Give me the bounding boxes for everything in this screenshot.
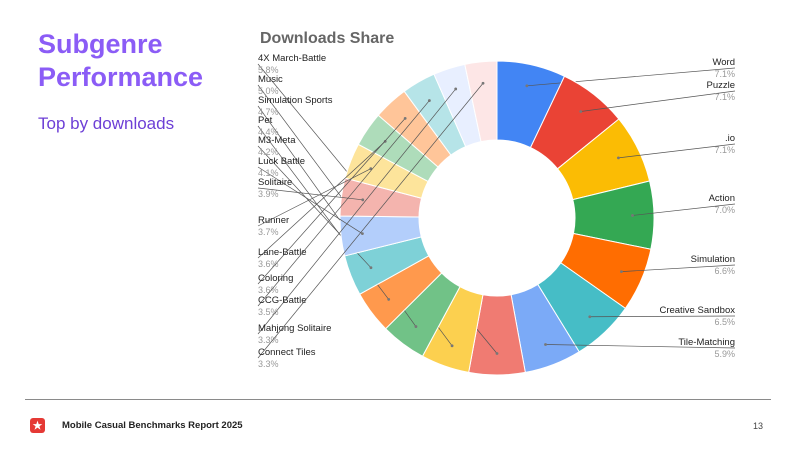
leader-dot (579, 110, 583, 113)
leader-dot (403, 116, 407, 120)
page-number: 13 (752, 421, 763, 431)
star-icon (30, 418, 45, 433)
slice-label: Tile-Matching (678, 337, 735, 348)
footer-report-name: Mobile Casual Benchmarks Report 2025 (62, 420, 243, 431)
footer-divider (25, 399, 771, 400)
leader-line (589, 315, 736, 318)
slice-value: 3.9% (258, 189, 279, 199)
slice-label: Action (709, 193, 735, 204)
slice-label: Music (258, 74, 283, 85)
slice-label: Connect Tiles (258, 347, 316, 358)
slice-value: 4.7% (258, 107, 279, 117)
leader-dot (387, 298, 391, 301)
leader-dot (544, 343, 547, 346)
slice-label: Pet (258, 115, 273, 126)
slice-label: Runner (258, 215, 289, 226)
slice-label: .io (725, 133, 735, 144)
slice-value: 3.6% (258, 285, 279, 295)
leader-dot (414, 325, 418, 328)
slice-value: 7.1% (714, 92, 735, 102)
slice-value: 4.2% (258, 147, 279, 157)
chart-title: Downloads Share (260, 30, 395, 47)
slice-value: 3.5% (258, 307, 279, 317)
slice-value: 3.6% (258, 259, 279, 269)
leader-line (545, 344, 736, 349)
slice-value: 3.3% (258, 359, 279, 369)
slice-value: 4.1% (258, 168, 279, 178)
leader-line (257, 187, 363, 201)
slide-subtitle: Top by downloads (38, 114, 175, 133)
leader-dot (427, 99, 431, 102)
leader-dot (450, 344, 454, 348)
slice-label: Luck Battle (258, 156, 305, 167)
leader-line (257, 82, 484, 359)
slice-value: 4.4% (258, 127, 279, 137)
leader-dot (495, 352, 499, 355)
leader-line (257, 118, 406, 285)
leader-dot (361, 232, 364, 236)
slide-title: Subgenre Performance (38, 29, 204, 92)
leader-dot (369, 167, 373, 171)
slice-label: Lane-Battle (258, 247, 307, 258)
leader-line (580, 90, 736, 112)
slice-value: 3.3% (258, 335, 279, 345)
slice-label: Simulation Sports (258, 95, 333, 106)
slice-value: 5.9% (714, 349, 735, 359)
slice-label: Mahjong Solitaire (258, 323, 331, 334)
leader-dot (369, 266, 373, 270)
slice-label: M3-Meta (258, 135, 296, 146)
slice-label: Simulation (691, 254, 735, 265)
leader-line (621, 264, 736, 272)
donut-chart: Word7.1%Puzzle7.1%.io7.1%Action7.0%Simul… (257, 53, 736, 376)
leader-line (257, 88, 456, 335)
slice-value: 5.8% (258, 65, 279, 75)
slice-value: 5.0% (258, 86, 279, 96)
leader-line (257, 166, 363, 234)
slice-label: Creative Sandbox (659, 305, 735, 316)
leader-dot (620, 270, 623, 274)
leader-line (257, 141, 386, 259)
slice-value: 6.6% (714, 266, 735, 276)
leader-dot (631, 214, 634, 217)
leader-dot (588, 315, 592, 319)
donut-slice (464, 60, 498, 143)
leader-dot (481, 81, 485, 85)
slice-label: 4X March-Battle (258, 53, 326, 64)
leader-line (632, 203, 736, 216)
slice-value: 7.1% (714, 69, 735, 79)
leader-line (618, 143, 736, 159)
slice-label: Solitaire (258, 177, 292, 188)
leader-dot (361, 198, 365, 202)
leader-dot (454, 87, 458, 91)
leader-dot (525, 84, 529, 88)
leader-dot (617, 156, 620, 160)
slice-label: Puzzle (706, 80, 735, 91)
slice-label: Coloring (258, 273, 293, 284)
slice-value: 3.7% (258, 227, 279, 237)
slice-value: 7.1% (714, 145, 735, 155)
slice-value: 6.5% (714, 317, 735, 327)
slice-label: Word (712, 57, 735, 68)
slice-value: 7.0% (714, 205, 735, 215)
slice-label: CCG-Battle (258, 295, 307, 306)
leader-line (257, 100, 430, 307)
